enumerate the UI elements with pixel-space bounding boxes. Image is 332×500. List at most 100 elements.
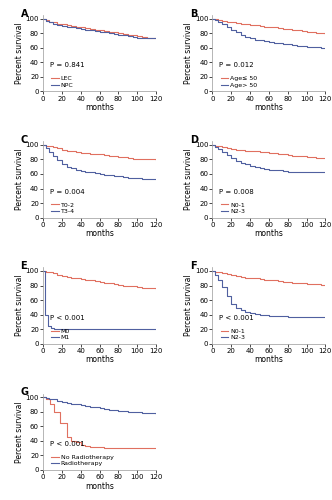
Radiotherapy bbox=[84, 403, 88, 409]
NPC bbox=[47, 20, 51, 26]
N0-1 bbox=[258, 276, 262, 282]
N2-3 bbox=[304, 170, 308, 175]
No Radiotherapy bbox=[52, 408, 56, 414]
Radiotherapy bbox=[55, 398, 59, 404]
N2-3 bbox=[295, 314, 299, 320]
N2-3 bbox=[225, 294, 229, 300]
N0-1 bbox=[309, 281, 313, 287]
N2-3 bbox=[323, 170, 327, 175]
Age≤ 50 bbox=[258, 23, 262, 29]
N0-1 bbox=[213, 268, 217, 274]
M0 bbox=[107, 280, 111, 286]
T0-2 bbox=[84, 150, 88, 156]
Radiotherapy bbox=[88, 404, 92, 409]
Age> 50 bbox=[239, 32, 243, 38]
N0-1 bbox=[253, 276, 257, 281]
Radiotherapy bbox=[145, 410, 149, 416]
N0-1 bbox=[276, 278, 280, 284]
Age≤ 50 bbox=[267, 24, 271, 30]
M0 bbox=[41, 268, 45, 274]
Age≤ 50 bbox=[262, 24, 266, 30]
LEC bbox=[79, 24, 83, 30]
Text: E: E bbox=[21, 261, 27, 271]
N2-3 bbox=[276, 168, 280, 173]
NPC bbox=[60, 23, 64, 29]
LEC bbox=[154, 36, 158, 42]
N0-1 bbox=[243, 274, 247, 280]
NPC bbox=[79, 26, 83, 32]
N0-1 bbox=[319, 155, 323, 161]
LEC bbox=[74, 24, 78, 30]
N2-3 bbox=[314, 170, 318, 175]
N0-1 bbox=[225, 271, 229, 277]
NPC bbox=[154, 36, 158, 42]
Radiotherapy bbox=[41, 394, 45, 400]
Line: T0-2: T0-2 bbox=[43, 145, 156, 160]
Radiotherapy bbox=[135, 410, 139, 416]
T0-2 bbox=[65, 148, 69, 154]
N2-3 bbox=[229, 301, 233, 307]
N2-3 bbox=[234, 305, 238, 311]
No Radiotherapy bbox=[58, 420, 62, 426]
LEC bbox=[60, 22, 64, 28]
N2-3 bbox=[267, 166, 271, 172]
N0-1 bbox=[286, 279, 290, 285]
N0-1 bbox=[290, 280, 294, 285]
T3-4 bbox=[79, 168, 83, 174]
Radiotherapy bbox=[112, 408, 116, 414]
N2-3 bbox=[290, 169, 294, 175]
Text: B: B bbox=[190, 9, 197, 19]
X-axis label: months: months bbox=[85, 103, 114, 112]
N0-1 bbox=[300, 280, 304, 286]
N0-1 bbox=[258, 149, 262, 155]
Radiotherapy bbox=[126, 408, 130, 414]
N0-1 bbox=[216, 270, 220, 276]
NPC bbox=[88, 28, 92, 34]
Radiotherapy bbox=[149, 410, 153, 416]
N0-1 bbox=[276, 150, 280, 156]
LEC bbox=[121, 31, 125, 37]
T3-4 bbox=[60, 161, 64, 167]
LEC bbox=[44, 17, 48, 23]
Age> 50 bbox=[323, 45, 327, 51]
No Radiotherapy bbox=[44, 396, 48, 402]
T3-4 bbox=[154, 176, 158, 182]
T0-2 bbox=[130, 156, 134, 162]
Text: F: F bbox=[190, 261, 197, 271]
N0-1 bbox=[314, 155, 318, 161]
N0-1 bbox=[267, 276, 271, 282]
No Radiotherapy bbox=[93, 444, 97, 450]
N0-1 bbox=[229, 272, 233, 278]
T0-2 bbox=[55, 146, 59, 152]
NPC bbox=[65, 24, 69, 30]
N2-3 bbox=[239, 308, 243, 314]
No Radiotherapy bbox=[48, 402, 52, 407]
T0-2 bbox=[112, 154, 116, 160]
Age> 50 bbox=[248, 36, 252, 42]
N2-3 bbox=[229, 155, 233, 161]
N0-1 bbox=[253, 148, 257, 154]
M1 bbox=[52, 326, 56, 332]
T3-4 bbox=[140, 176, 144, 182]
M0 bbox=[84, 276, 88, 282]
N2-3 bbox=[216, 276, 220, 282]
T0-2 bbox=[79, 150, 83, 156]
Line: NPC: NPC bbox=[43, 18, 156, 38]
M1 bbox=[74, 326, 78, 332]
LEC bbox=[41, 16, 45, 22]
LEC bbox=[88, 26, 92, 32]
Age> 50 bbox=[225, 24, 229, 30]
N0-1 bbox=[248, 276, 252, 281]
N2-3 bbox=[210, 142, 214, 148]
M1 bbox=[154, 326, 158, 332]
X-axis label: months: months bbox=[85, 229, 114, 238]
N2-3 bbox=[286, 314, 290, 320]
Y-axis label: Percent survival: Percent survival bbox=[15, 22, 24, 84]
Radiotherapy bbox=[117, 408, 121, 414]
Age≤ 50 bbox=[253, 22, 257, 28]
N2-3 bbox=[300, 314, 304, 320]
LEC bbox=[50, 20, 54, 26]
Radiotherapy bbox=[69, 400, 73, 406]
N2-3 bbox=[243, 162, 247, 168]
No Radiotherapy bbox=[41, 394, 45, 400]
